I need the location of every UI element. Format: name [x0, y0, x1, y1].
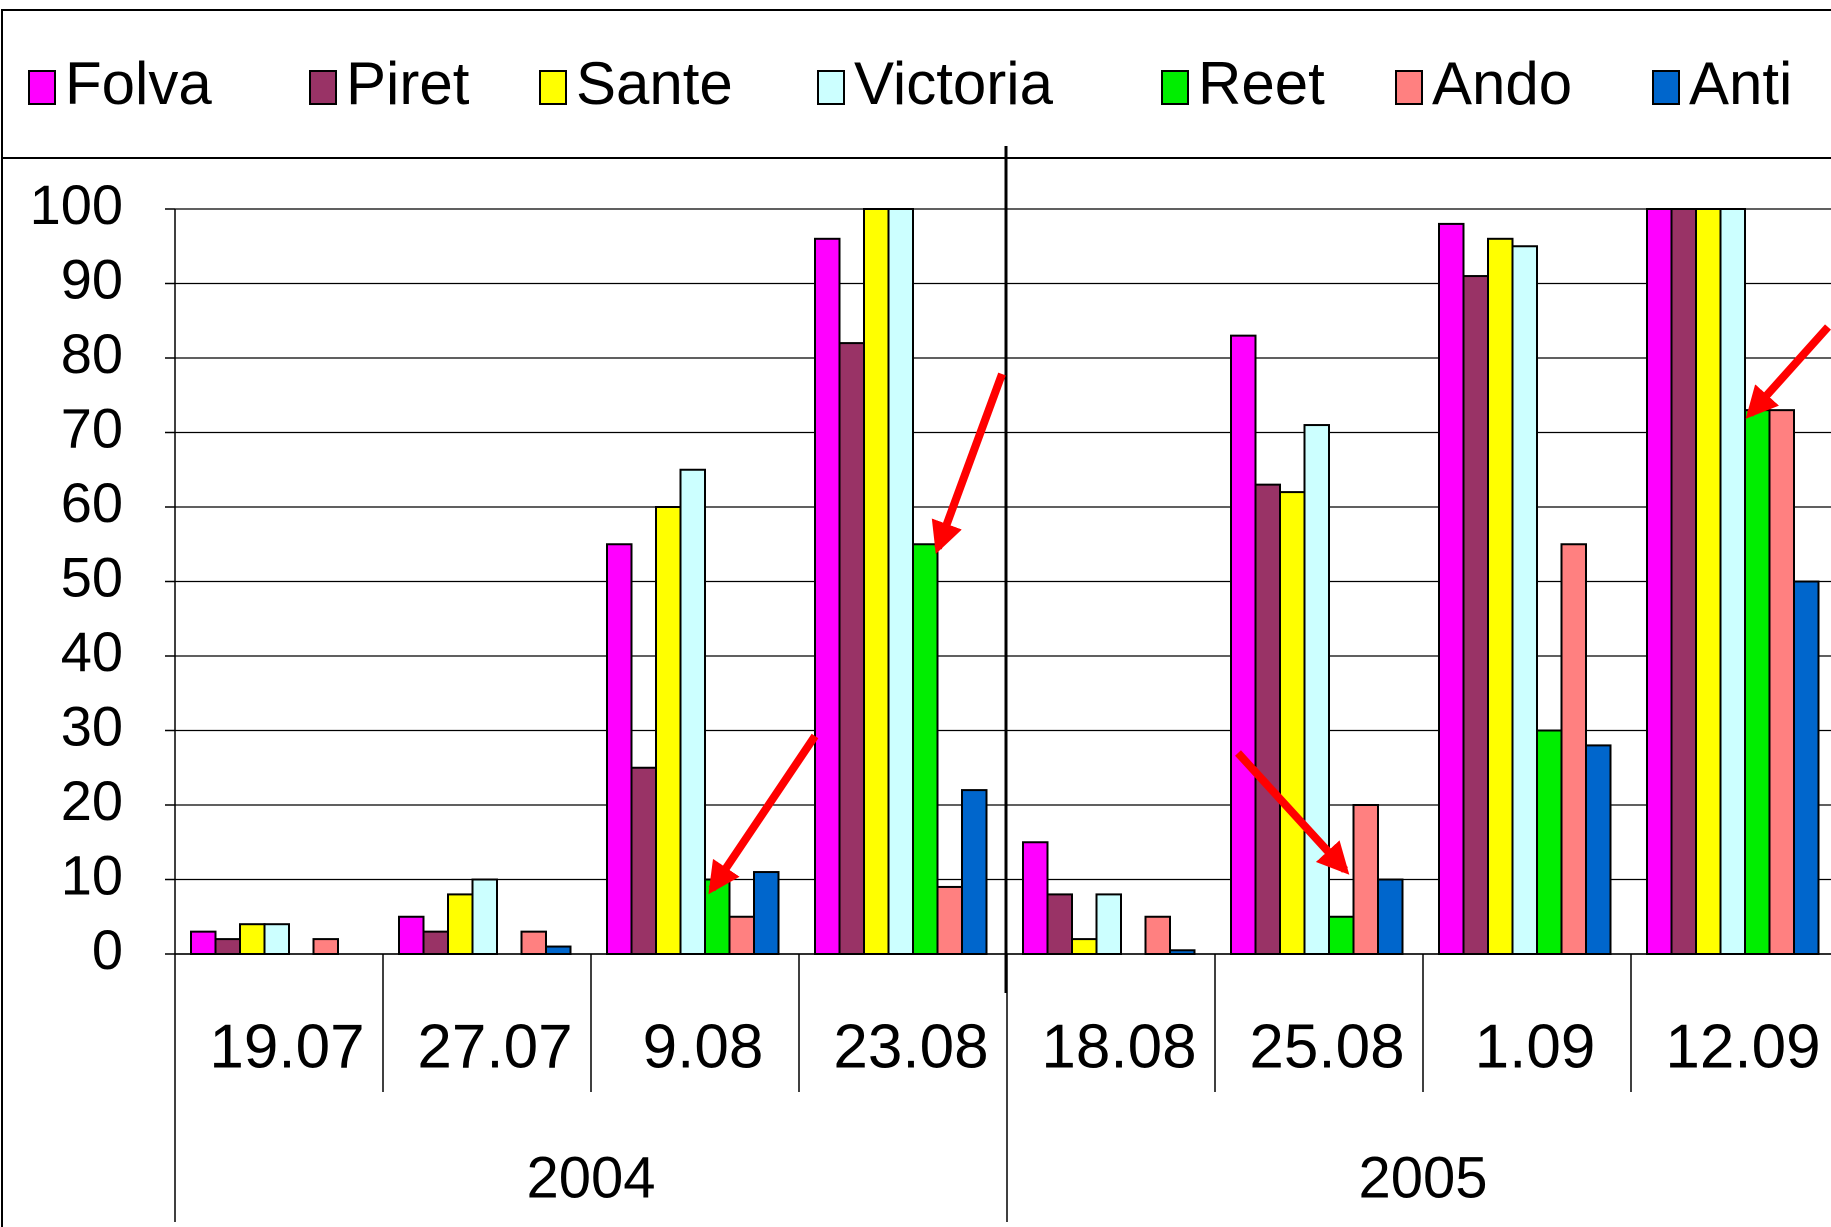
bar	[1438, 222, 1465, 955]
y-tick-label: 60	[61, 471, 123, 534]
y-tick-label: 30	[61, 694, 123, 757]
y-tick-label: 80	[61, 322, 123, 385]
x-tick-label: 9.08	[643, 1012, 764, 1081]
frame	[1, 9, 1831, 1227]
bar	[1646, 208, 1673, 955]
legend-swatch	[539, 70, 567, 105]
bar	[1487, 237, 1514, 956]
bar	[398, 915, 425, 955]
x-tick-label: 18.08	[1041, 1012, 1196, 1081]
bar	[814, 237, 841, 956]
y-tick-label: 100	[30, 173, 123, 236]
bar	[679, 468, 706, 955]
bar	[630, 766, 657, 955]
bar	[606, 543, 633, 955]
bar	[214, 938, 241, 955]
bar	[471, 878, 498, 955]
bar	[1303, 424, 1330, 955]
legend-label: Sante	[576, 50, 733, 117]
legend-swatch	[1652, 70, 1680, 105]
bar	[447, 893, 474, 956]
bar	[263, 923, 290, 956]
bar	[936, 885, 963, 956]
legend-swatch	[309, 70, 337, 105]
bar	[1046, 893, 1073, 956]
arrow	[1235, 750, 1350, 875]
x-tick-label: 25.08	[1249, 1012, 1404, 1081]
group-label: 2004	[526, 1145, 655, 1210]
bar	[1279, 491, 1306, 955]
bar	[1095, 893, 1122, 956]
bar	[1744, 409, 1771, 955]
legend-label: Victoria	[854, 50, 1054, 117]
bar	[1768, 409, 1795, 955]
legend-swatch	[817, 70, 845, 105]
bar	[961, 789, 988, 955]
bar	[1169, 949, 1196, 956]
y-tick-label: 90	[61, 247, 123, 310]
bar	[190, 930, 217, 956]
legend-swatch	[1395, 70, 1423, 105]
bar	[1560, 543, 1587, 955]
bar	[728, 915, 755, 955]
legend-label: Folva	[65, 50, 212, 117]
bar	[1462, 275, 1489, 955]
x-tick-label: 19.07	[209, 1012, 364, 1081]
bar	[1719, 208, 1746, 955]
bar	[545, 945, 572, 955]
x-tick-label: 1.09	[1475, 1012, 1596, 1081]
bar	[1352, 804, 1379, 955]
bar	[753, 871, 780, 955]
bar	[912, 543, 939, 955]
bar	[863, 208, 890, 955]
legend-swatch	[28, 70, 56, 105]
legend-label: Anti	[1689, 50, 1792, 117]
arrow	[931, 372, 1006, 555]
bar	[1377, 878, 1404, 955]
bar	[655, 506, 682, 955]
legend-swatch	[1161, 70, 1189, 105]
bar	[520, 930, 547, 956]
y-tick-label: 40	[61, 620, 123, 683]
x-tick-label: 27.07	[417, 1012, 572, 1081]
bar	[1254, 483, 1281, 955]
bar	[1328, 915, 1355, 955]
x-tick-label: 12.09	[1665, 1012, 1820, 1081]
y-tick-label: 10	[61, 843, 123, 906]
bar	[1585, 744, 1612, 956]
bar	[1071, 938, 1098, 955]
bar	[1511, 245, 1538, 955]
bar	[704, 878, 731, 955]
group-label: 2005	[1358, 1145, 1487, 1210]
bar	[887, 208, 914, 955]
bar	[1230, 334, 1257, 955]
bar	[312, 938, 339, 955]
arrow	[708, 733, 819, 895]
bar	[1022, 841, 1049, 955]
legend-label: Piret	[346, 50, 470, 117]
annotations	[708, 324, 1831, 895]
bar	[1793, 580, 1820, 955]
legend-label: Reet	[1198, 50, 1325, 117]
y-tick-label: 70	[61, 396, 123, 459]
bar	[1695, 208, 1722, 955]
y-tick-label: 0	[92, 918, 123, 981]
bar	[1536, 729, 1563, 955]
x-tick-label: 23.08	[833, 1012, 988, 1081]
bar	[422, 930, 449, 956]
y-tick-label: 50	[61, 545, 123, 608]
bar	[838, 342, 865, 956]
arrow	[1745, 324, 1831, 419]
legend-label: Ando	[1432, 50, 1572, 117]
y-tick-label: 20	[61, 769, 123, 832]
bar	[1144, 915, 1171, 955]
bar	[1670, 208, 1697, 955]
bar	[239, 923, 266, 956]
